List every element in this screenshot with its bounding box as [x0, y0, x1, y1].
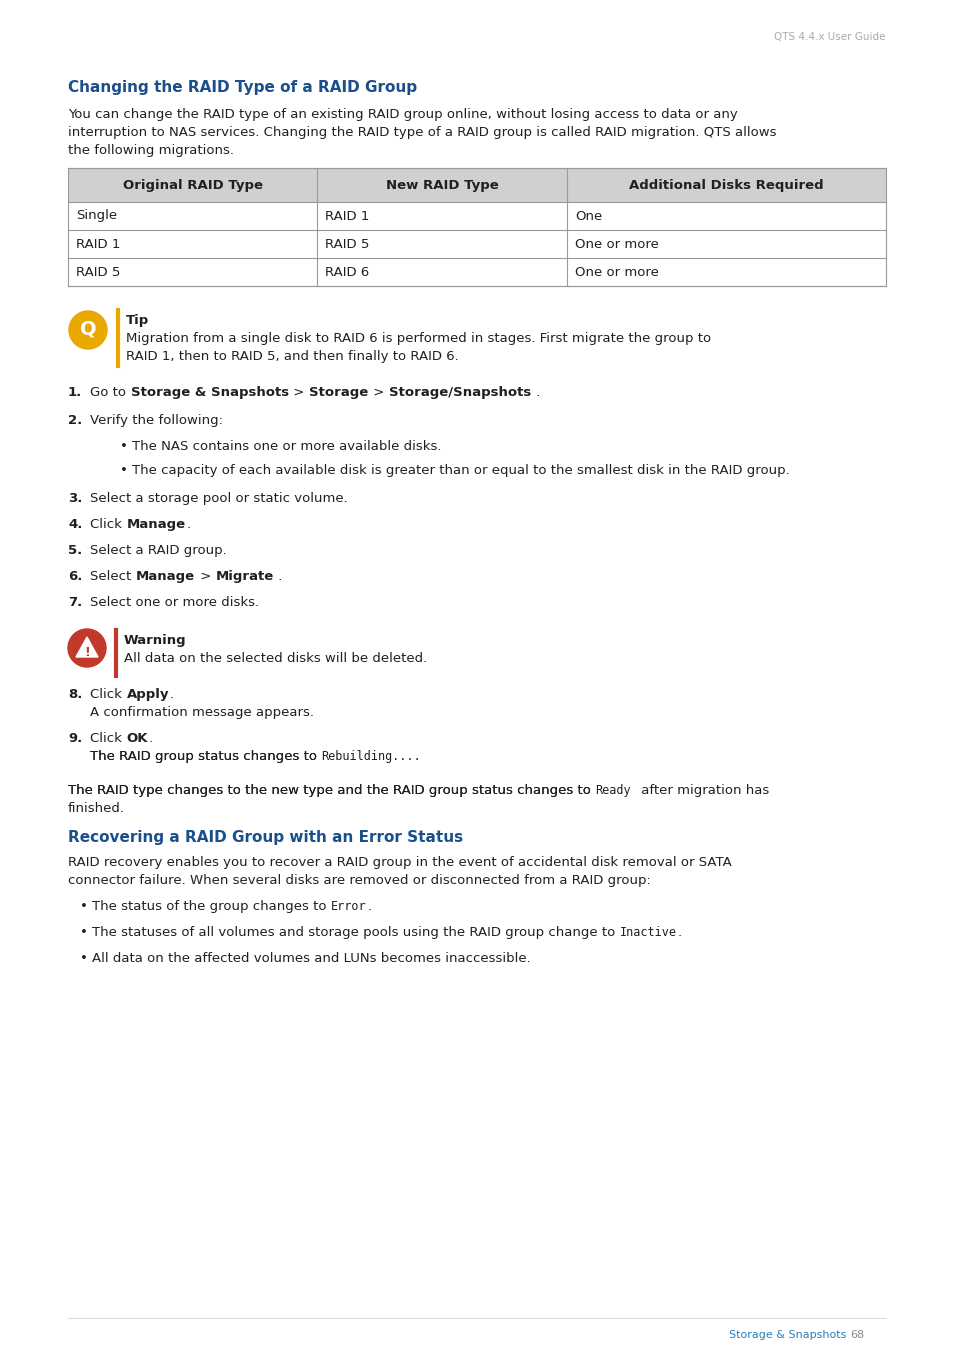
Text: RAID 1: RAID 1 [76, 238, 120, 251]
Text: Ready: Ready [595, 784, 630, 796]
Text: Migration from a single disk to RAID 6 is performed in stages. First migrate the: Migration from a single disk to RAID 6 i… [126, 332, 710, 346]
Text: New RAID Type: New RAID Type [385, 178, 498, 192]
Text: RAID 5: RAID 5 [325, 238, 370, 251]
Text: Select a storage pool or static volume.: Select a storage pool or static volume. [90, 491, 348, 505]
Text: The RAID type changes to the new type and the RAID group status changes to: The RAID type changes to the new type an… [68, 784, 595, 796]
Text: >: > [369, 386, 389, 400]
Text: .: . [170, 688, 173, 701]
Circle shape [68, 629, 106, 667]
Text: Storage: Storage [309, 386, 369, 400]
Text: 2.: 2. [68, 414, 82, 427]
Text: •: • [80, 926, 88, 940]
Text: .: . [677, 926, 680, 940]
Text: RAID recovery enables you to recover a RAID group in the event of accidental dis: RAID recovery enables you to recover a R… [68, 856, 731, 869]
Text: The NAS contains one or more available disks.: The NAS contains one or more available d… [132, 440, 441, 454]
Text: interruption to NAS services. Changing the RAID type of a RAID group is called R: interruption to NAS services. Changing t… [68, 126, 776, 139]
Text: 9.: 9. [68, 732, 82, 745]
Text: the following migrations.: the following migrations. [68, 144, 233, 157]
Text: Tip: Tip [126, 315, 149, 327]
Text: A confirmation message appears.: A confirmation message appears. [90, 706, 314, 720]
Text: Apply: Apply [127, 688, 169, 701]
Text: Manage: Manage [136, 570, 195, 583]
Text: .: . [367, 900, 371, 913]
Text: Verify the following:: Verify the following: [90, 414, 223, 427]
Bar [68, 167, 885, 202]
Text: OK: OK [127, 732, 148, 745]
Text: The RAID type changes to the new type and the RAID group status changes to: The RAID type changes to the new type an… [68, 784, 595, 796]
Text: >: > [195, 570, 215, 583]
Text: •: • [120, 464, 128, 477]
Text: finished.: finished. [68, 802, 125, 815]
Text: after migration has: after migration has [637, 784, 768, 796]
Text: Storage/Snapshots: Storage/Snapshots [389, 386, 531, 400]
Text: Click: Click [90, 688, 126, 701]
Text: Inactive: Inactive [619, 926, 677, 940]
Text: 4.: 4. [68, 518, 82, 531]
Text: The RAID group status changes to: The RAID group status changes to [90, 751, 321, 763]
Text: Select a RAID group.: Select a RAID group. [90, 544, 227, 558]
Text: .: . [149, 732, 152, 745]
Text: One or more: One or more [575, 238, 659, 251]
Polygon shape [76, 637, 98, 657]
Text: Warning: Warning [124, 634, 187, 647]
Text: 6.: 6. [68, 570, 82, 583]
Bar [68, 167, 885, 286]
Text: 8.: 8. [68, 688, 82, 701]
Text: •: • [80, 900, 88, 913]
Text: •: • [80, 952, 88, 965]
Text: •: • [120, 440, 128, 454]
Text: One: One [575, 209, 601, 223]
Text: 5.: 5. [68, 544, 82, 558]
Text: Migrate: Migrate [215, 570, 274, 583]
Text: QTS 4.4.x User Guide: QTS 4.4.x User Guide [774, 32, 885, 42]
Text: Manage: Manage [127, 518, 186, 531]
Text: RAID 1, then to RAID 5, and then finally to RAID 6.: RAID 1, then to RAID 5, and then finally… [126, 350, 458, 363]
Text: All data on the selected disks will be deleted.: All data on the selected disks will be d… [124, 652, 427, 666]
Text: All data on the affected volumes and LUNs becomes inaccessible.: All data on the affected volumes and LUN… [91, 952, 530, 965]
Text: RAID 1: RAID 1 [325, 209, 370, 223]
Text: The statuses of all volumes and storage pools using the RAID group change to: The statuses of all volumes and storage … [91, 926, 618, 940]
Text: Changing the RAID Type of a RAID Group: Changing the RAID Type of a RAID Group [68, 80, 416, 94]
Text: The status of the group changes to: The status of the group changes to [91, 900, 331, 913]
Text: RAID 6: RAID 6 [325, 266, 370, 278]
Text: Select one or more disks.: Select one or more disks. [90, 595, 259, 609]
Text: Select: Select [90, 570, 135, 583]
Text: RAID 5: RAID 5 [76, 266, 120, 278]
Text: 7.: 7. [68, 595, 82, 609]
Text: Additional Disks Required: Additional Disks Required [629, 178, 823, 192]
Text: Storage & Snapshots: Storage & Snapshots [728, 1330, 845, 1341]
Text: Single: Single [76, 209, 117, 223]
Text: Q: Q [80, 320, 96, 339]
Text: Go to: Go to [90, 386, 131, 400]
Text: .: . [274, 570, 283, 583]
Text: Recovering a RAID Group with an Error Status: Recovering a RAID Group with an Error St… [68, 830, 462, 845]
Text: You can change the RAID type of an existing RAID group online, without losing ac: You can change the RAID type of an exist… [68, 108, 737, 122]
Text: Error: Error [331, 900, 367, 913]
Text: Storage & Snapshots: Storage & Snapshots [131, 386, 289, 400]
Text: !: ! [84, 645, 90, 659]
Text: .: . [186, 518, 191, 531]
Text: connector failure. When several disks are removed or disconnected from a RAID gr: connector failure. When several disks ar… [68, 873, 650, 887]
Circle shape [69, 310, 107, 350]
Text: 1.: 1. [68, 386, 82, 400]
Text: 3.: 3. [68, 491, 82, 505]
Text: One or more: One or more [575, 266, 659, 278]
Text: .: . [532, 386, 540, 400]
Text: Rebuilding....: Rebuilding.... [321, 751, 420, 763]
Text: >: > [289, 386, 309, 400]
Text: The RAID group status changes to: The RAID group status changes to [90, 751, 321, 763]
Text: The capacity of each available disk is greater than or equal to the smallest dis: The capacity of each available disk is g… [132, 464, 789, 477]
Text: Click: Click [90, 518, 126, 531]
Text: Original RAID Type: Original RAID Type [123, 178, 262, 192]
Text: 68: 68 [849, 1330, 863, 1341]
Text: Click: Click [90, 732, 126, 745]
